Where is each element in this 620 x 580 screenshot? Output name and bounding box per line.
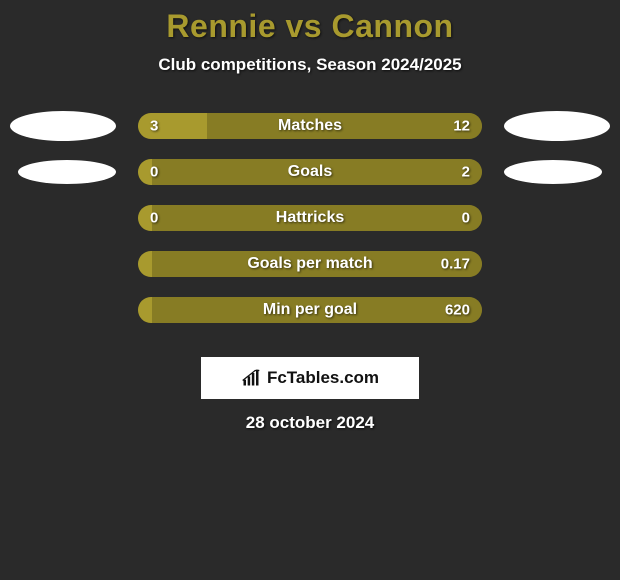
stat-bar: 0 0 Hattricks xyxy=(138,205,482,231)
stat-value-left: 0 xyxy=(150,210,158,227)
stat-label: Goals per match xyxy=(247,255,372,273)
stat-value-left: 3 xyxy=(150,118,158,135)
comparison-card: Rennie vs Cannon Club competitions, Seas… xyxy=(0,0,620,433)
stat-row: 0 0 Hattricks xyxy=(0,195,620,241)
date-text: 28 october 2024 xyxy=(0,413,620,433)
stat-row: 3 12 Matches xyxy=(0,103,620,149)
stat-label: Min per goal xyxy=(263,301,357,319)
stat-row: 0 2 Goals xyxy=(0,149,620,195)
bar-right-fill xyxy=(207,113,482,139)
bar-left-fill xyxy=(138,113,207,139)
brand-text: FcTables.com xyxy=(267,368,379,388)
stat-value-right: 2 xyxy=(462,164,470,181)
stat-value-right: 0.17 xyxy=(441,256,470,273)
stat-row: 620 Min per goal xyxy=(0,287,620,333)
stat-label: Hattricks xyxy=(276,209,344,227)
bar-left-fill xyxy=(138,251,152,277)
stats-area: 3 12 Matches 0 2 Goals 0 0 Hattricks 0.17 Goals pe… xyxy=(0,103,620,333)
bar-left-fill xyxy=(138,297,152,323)
stat-bar: 620 Min per goal xyxy=(138,297,482,323)
brand-badge[interactable]: FcTables.com xyxy=(201,357,419,399)
player-left-marker xyxy=(18,160,116,184)
chart-icon xyxy=(241,368,261,388)
stat-value-left: 0 xyxy=(150,164,158,181)
stat-value-right: 12 xyxy=(453,118,470,135)
player-right-marker xyxy=(504,111,610,141)
stat-bar: 3 12 Matches xyxy=(138,113,482,139)
stat-label: Goals xyxy=(288,163,332,181)
page-title: Rennie vs Cannon xyxy=(0,8,620,45)
player-right-marker xyxy=(504,160,602,184)
subtitle: Club competitions, Season 2024/2025 xyxy=(0,55,620,75)
stat-row: 0.17 Goals per match xyxy=(0,241,620,287)
stat-label: Matches xyxy=(278,117,342,135)
stat-value-right: 620 xyxy=(445,302,470,319)
player-left-marker xyxy=(10,111,116,141)
stat-bar: 0.17 Goals per match xyxy=(138,251,482,277)
stat-value-right: 0 xyxy=(462,210,470,227)
stat-bar: 0 2 Goals xyxy=(138,159,482,185)
